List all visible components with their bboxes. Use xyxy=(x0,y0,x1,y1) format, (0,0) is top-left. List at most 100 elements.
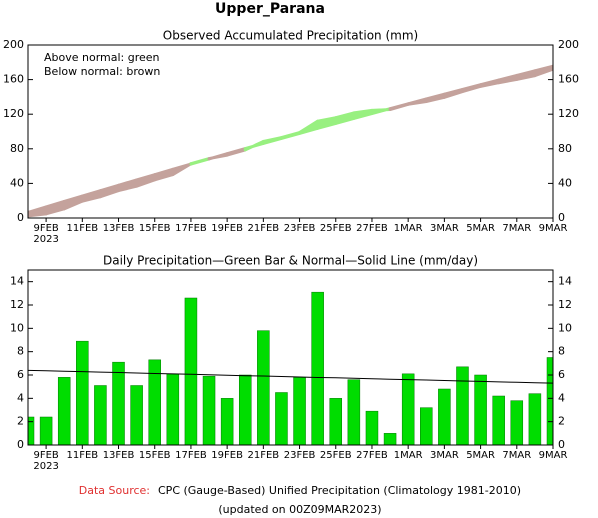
bar xyxy=(257,330,270,445)
x-tick-label: 5MAR xyxy=(466,223,495,234)
y2-tick-label: 6 xyxy=(558,368,565,381)
x-tick-label: 3MAR xyxy=(430,223,459,234)
anomaly-band xyxy=(406,97,428,106)
anomaly-band xyxy=(515,69,537,81)
x-tick-label: 23FEB xyxy=(284,450,316,461)
x-tick-label: 27FEB xyxy=(356,450,388,461)
normal-line xyxy=(28,369,553,384)
x-tick-label: 27FEB xyxy=(356,223,388,234)
annotation: Below normal: brown xyxy=(44,65,160,78)
anomaly-band xyxy=(316,116,338,130)
bar xyxy=(57,377,71,445)
anomaly-band xyxy=(388,102,410,112)
anomaly-band xyxy=(225,147,247,157)
bar xyxy=(76,340,89,445)
x-tick-label: 15FEB xyxy=(139,450,171,461)
year-label: 2023 xyxy=(33,234,58,245)
updated-note: (updated on 00Z09MAR2023) xyxy=(218,503,381,516)
x-tick-label: 9MAR xyxy=(539,223,568,234)
anomaly-band xyxy=(279,131,302,140)
y2-tick-label: 4 xyxy=(558,391,565,404)
panel-title: Daily Precipitation—Green Bar & Normal—S… xyxy=(103,254,478,268)
y2-tick-label: 2 xyxy=(558,415,565,428)
y2-tick-label: 40 xyxy=(558,176,572,189)
x-tick-label: 13FEB xyxy=(103,450,135,461)
plot-frame xyxy=(27,44,554,219)
y-tick-label: 6 xyxy=(17,368,24,381)
anomaly-band xyxy=(479,78,501,88)
bar xyxy=(365,410,379,445)
y-tick-label: 40 xyxy=(10,176,24,189)
bar xyxy=(474,374,487,445)
bar xyxy=(510,400,524,445)
bar xyxy=(28,416,35,445)
y2-tick-label: 200 xyxy=(558,38,579,51)
y2-tick-label: 8 xyxy=(558,345,565,358)
plot-area xyxy=(28,64,553,218)
y-tick-label: 0 xyxy=(17,438,24,451)
bar xyxy=(383,433,397,445)
y2-tick-label: 0 xyxy=(558,211,565,224)
y-tick-label: 2 xyxy=(17,415,24,428)
y-tick-label: 14 xyxy=(10,275,24,288)
y2-tick-label: 10 xyxy=(558,321,572,334)
bar xyxy=(94,385,107,445)
plot-area xyxy=(28,291,553,445)
anomaly-band xyxy=(62,194,84,211)
bar xyxy=(347,379,361,445)
source-text: CPC (Gauge-Based) Unified Precipitation … xyxy=(158,484,521,497)
x-tick-label: 7MAR xyxy=(502,450,531,461)
annotation: Above normal: green xyxy=(44,51,160,64)
x-tick-label: 23FEB xyxy=(284,223,316,234)
year-label: 2023 xyxy=(33,461,58,472)
x-tick-label: 21FEB xyxy=(248,450,280,461)
bar xyxy=(546,357,553,445)
bar xyxy=(39,416,53,445)
anomaly-band xyxy=(533,64,553,78)
bar xyxy=(275,392,288,445)
bar xyxy=(456,366,469,445)
bar xyxy=(238,374,252,445)
x-tick-label: 17FEB xyxy=(175,450,207,461)
y2-tick-label: 160 xyxy=(558,73,579,86)
bar xyxy=(528,393,542,445)
x-tick-label: 19FEB xyxy=(211,450,243,461)
bar xyxy=(492,395,505,445)
anomaly-band xyxy=(153,167,175,182)
x-tick-label: 19FEB xyxy=(211,223,243,234)
bar xyxy=(293,377,306,445)
anomaly-band xyxy=(460,83,483,94)
x-tick-label: 9FEB xyxy=(33,223,58,234)
x-tick-label: 5MAR xyxy=(466,450,495,461)
x-tick-label: 25FEB xyxy=(320,450,352,461)
anomaly-band xyxy=(243,139,265,152)
bar xyxy=(220,398,234,445)
plot-frame xyxy=(27,269,554,446)
anomaly-band xyxy=(135,173,157,188)
bar xyxy=(329,398,343,445)
x-tick-label: 13FEB xyxy=(103,223,135,234)
x-tick-label: 11FEB xyxy=(66,450,98,461)
y-tick-label: 80 xyxy=(10,142,24,155)
bar xyxy=(130,385,143,445)
anomaly-band xyxy=(442,87,464,99)
y-tick-label: 8 xyxy=(17,345,24,358)
x-tick-label: 25FEB xyxy=(320,223,352,234)
y-tick-label: 12 xyxy=(10,298,24,311)
anomaly-band xyxy=(189,157,211,166)
bar xyxy=(420,407,433,445)
anomaly-band xyxy=(171,162,193,177)
x-tick-label: 21FEB xyxy=(248,223,280,234)
y-tick-label: 0 xyxy=(17,211,24,224)
y2-tick-label: 14 xyxy=(558,275,572,288)
anomaly-band xyxy=(28,205,48,218)
x-tick-label: 9MAR xyxy=(539,450,568,461)
bar xyxy=(184,297,198,445)
bar xyxy=(311,291,324,445)
bar xyxy=(202,375,216,445)
y-tick-label: 200 xyxy=(3,38,24,51)
anomaly-band xyxy=(334,111,356,125)
y-tick-label: 120 xyxy=(3,107,24,120)
y-tick-label: 10 xyxy=(10,321,24,334)
